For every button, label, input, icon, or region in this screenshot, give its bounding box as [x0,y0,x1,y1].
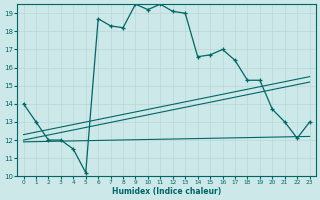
X-axis label: Humidex (Indice chaleur): Humidex (Indice chaleur) [112,187,221,196]
